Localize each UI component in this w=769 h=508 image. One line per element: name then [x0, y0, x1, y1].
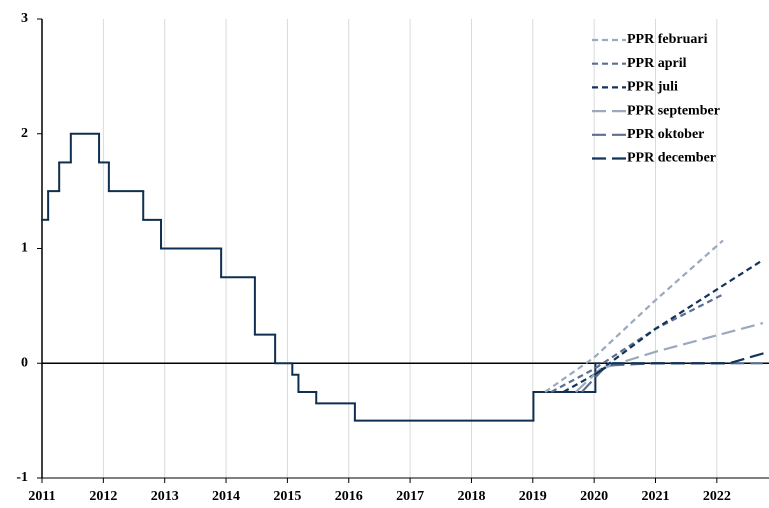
legend-label: PPR september: [627, 103, 720, 118]
x-tick-label: 2017: [396, 489, 424, 504]
x-tick-label: 2021: [642, 489, 670, 504]
forecast-line: [581, 362, 763, 393]
y-tick-label: 3: [21, 11, 28, 26]
x-tick-label: 2015: [273, 489, 301, 504]
y-tick-label: -1: [16, 470, 28, 485]
x-tick-label: 2013: [151, 489, 179, 504]
forecast-line: [574, 322, 764, 393]
y-tick-label: 1: [21, 241, 28, 256]
x-tick-label: 2016: [335, 489, 363, 504]
legend-label: PPR oktober: [627, 127, 704, 142]
legend-label: PPR juli: [627, 80, 678, 95]
x-tick-label: 2022: [703, 489, 731, 504]
legend-label: PPR december: [627, 151, 716, 166]
x-tick-label: 2020: [580, 489, 608, 504]
x-tick-label: 2014: [212, 489, 240, 504]
forecast-line: [593, 350, 769, 376]
legend-label: PPR april: [627, 56, 687, 71]
x-tick-label: 2012: [89, 489, 117, 504]
forecast-line: [550, 293, 724, 393]
forecast-line: [562, 259, 764, 393]
legend-label: PPR februari: [627, 32, 708, 47]
x-tick-label: 2018: [457, 489, 485, 504]
y-tick-label: 0: [21, 355, 28, 370]
forecast-line: [544, 239, 724, 393]
y-tick-label: 2: [21, 126, 28, 141]
x-tick-label: 2011: [28, 489, 55, 504]
x-tick-label: 2019: [519, 489, 547, 504]
